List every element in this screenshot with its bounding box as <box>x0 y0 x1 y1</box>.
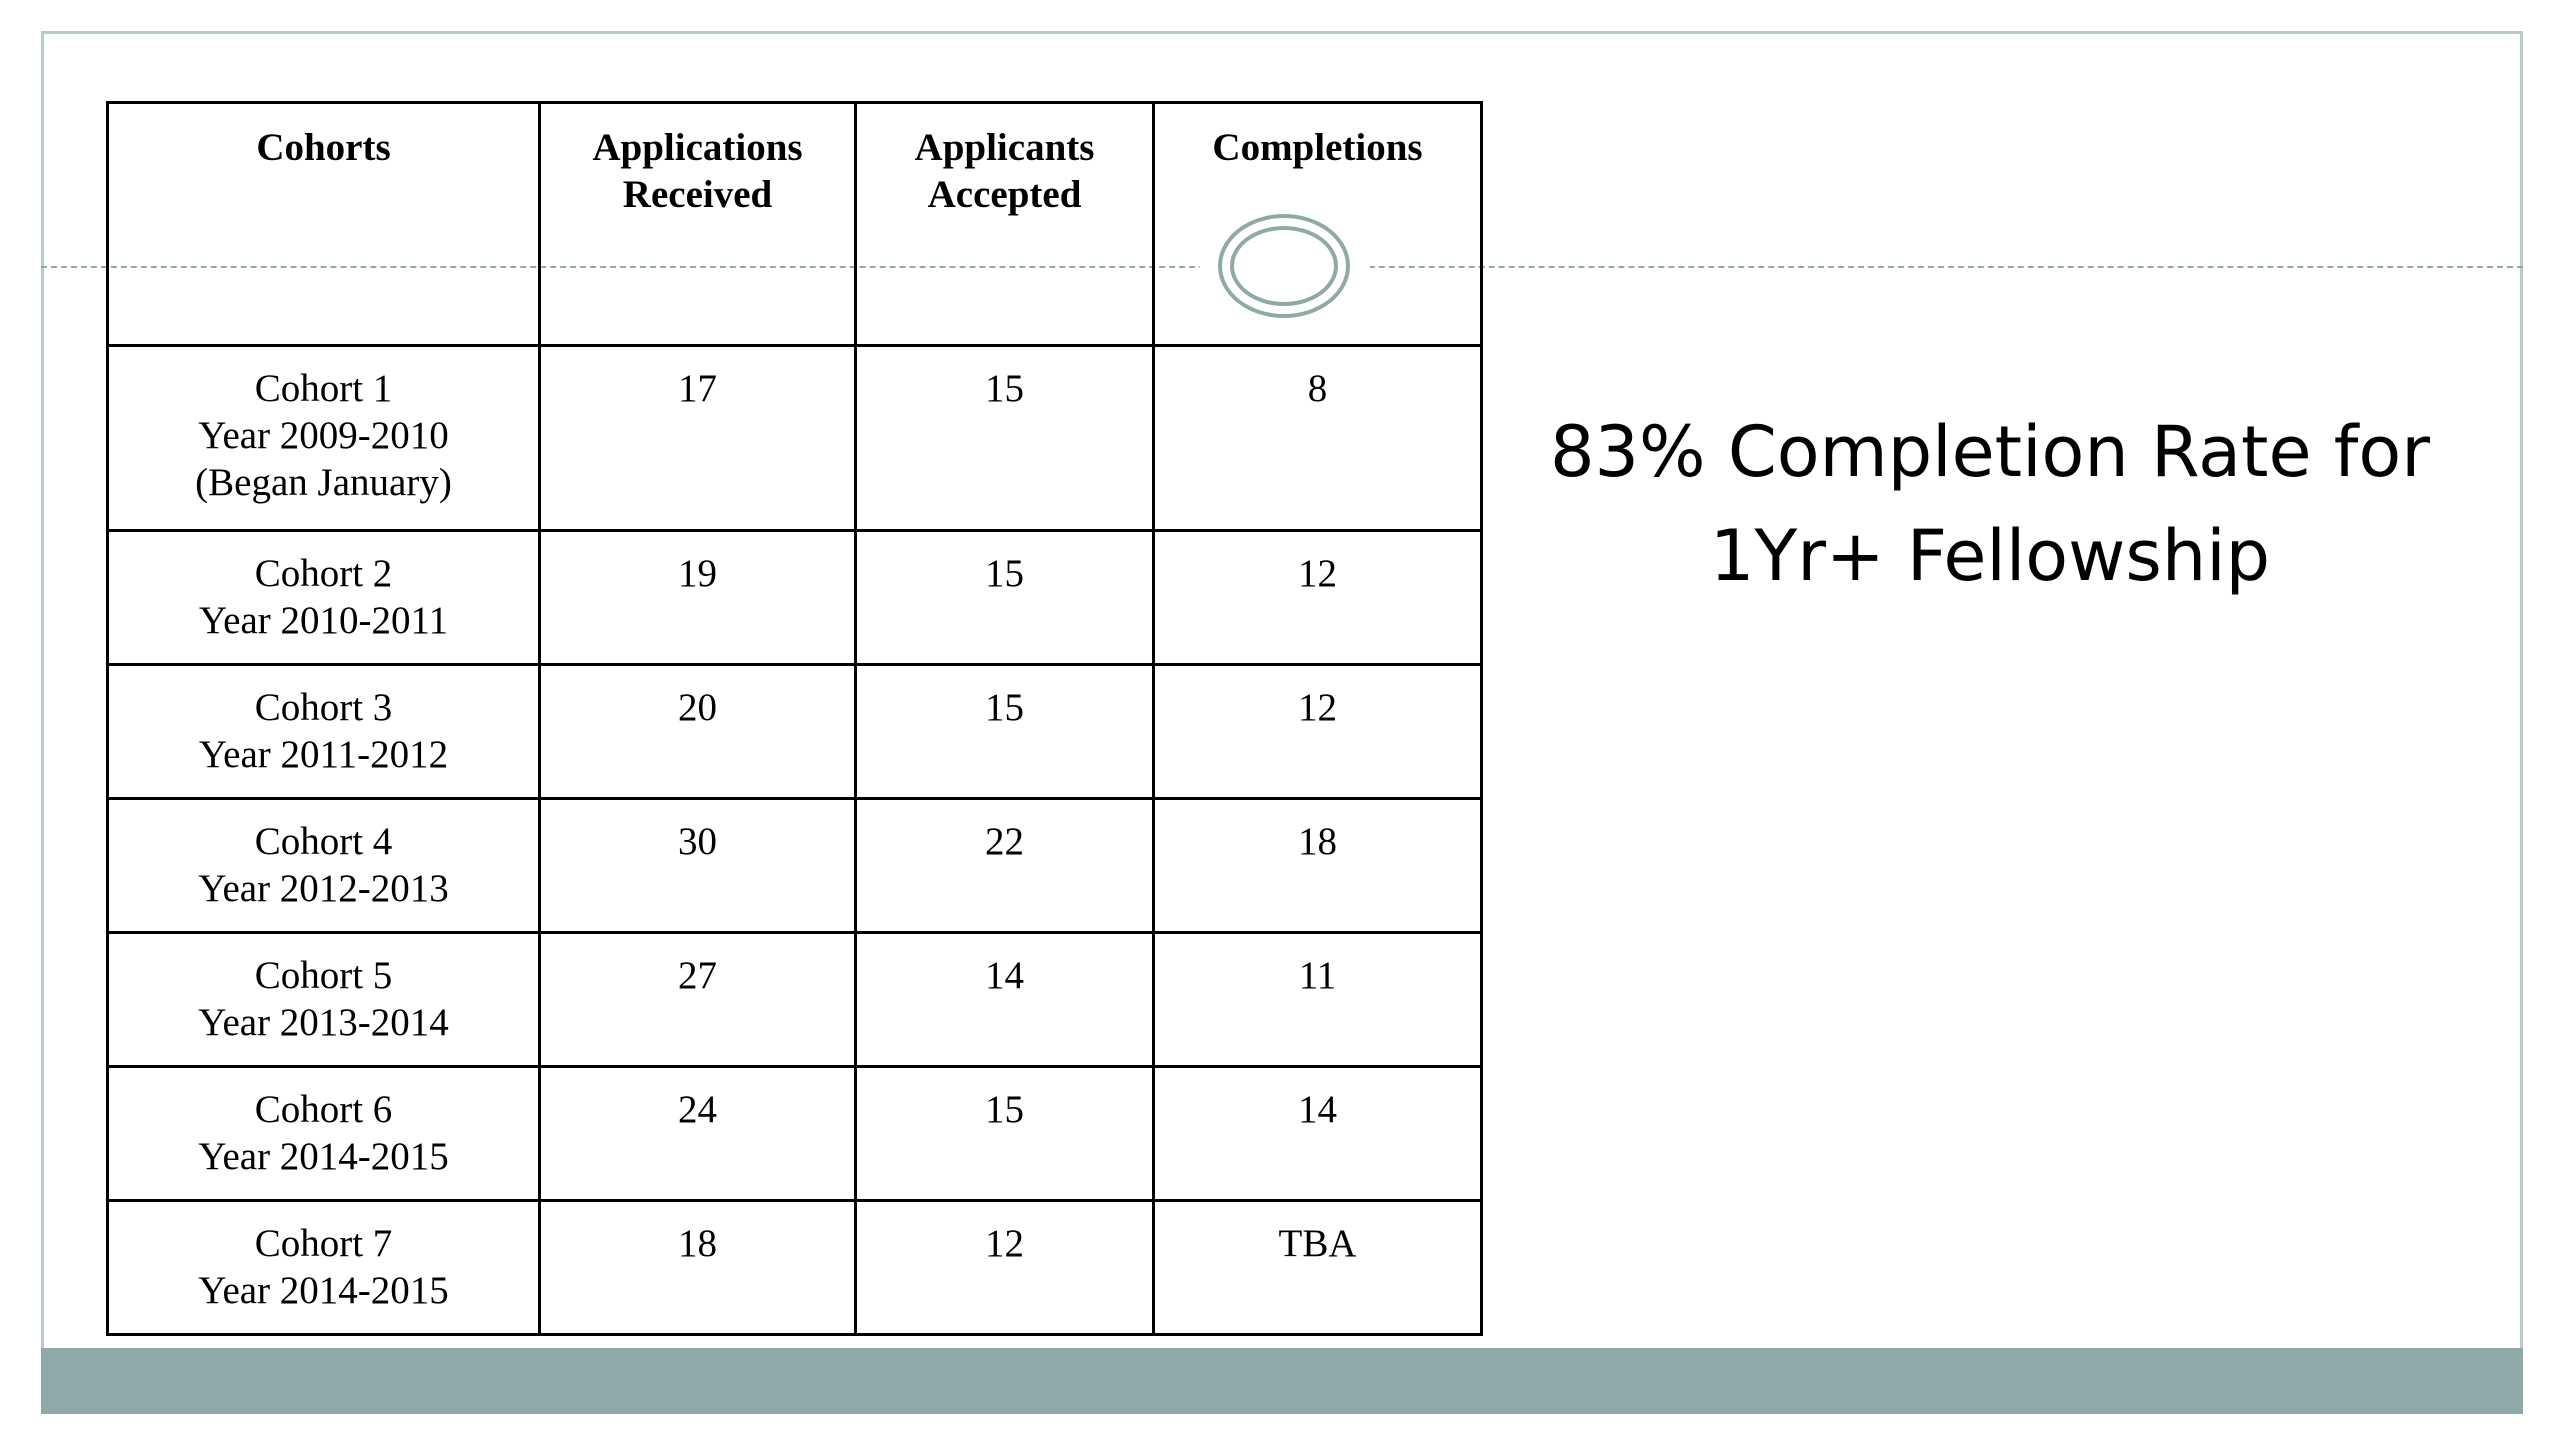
completions-cell: 8 <box>1152 344 1483 532</box>
cohort-cell: Cohort 1 Year 2009-2010 (Began January) <box>106 344 541 532</box>
table-row: Cohort 6 Year 2014-2015 24 15 14 <box>106 1065 1483 1202</box>
completion-rate-headline: 83% Completion Rate for 1Yr+ Fellowship <box>1510 400 2470 608</box>
completions-cell: TBA <box>1152 1199 1483 1336</box>
cohort-name: Cohort 5 <box>254 954 393 997</box>
cohort-year: Year 2014-2015 <box>198 1135 449 1178</box>
table-row: Cohort 4 Year 2012-2013 30 22 18 <box>106 797 1483 934</box>
table-row: Cohort 5 Year 2013-2014 27 14 11 <box>106 931 1483 1068</box>
applicants-accepted-cell: 15 <box>854 663 1155 800</box>
applicants-accepted-cell: 15 <box>854 344 1155 532</box>
cohort-year: Year 2011-2012 <box>198 733 449 776</box>
cohort-name: Cohort 7 <box>254 1222 393 1265</box>
completions-cell: 11 <box>1152 931 1483 1068</box>
cohort-year: Year 2014-2015 <box>198 1269 449 1312</box>
footer-band <box>41 1348 2523 1414</box>
cohort-cell: Cohort 2 Year 2010-2011 <box>106 529 541 666</box>
completions-cell: 14 <box>1152 1065 1483 1202</box>
applications-received-cell: 20 <box>538 663 857 800</box>
cohort-cell: Cohort 7 Year 2014-2015 <box>106 1199 541 1336</box>
completions-cell: 12 <box>1152 529 1483 666</box>
header-cohorts: Cohorts <box>106 101 541 347</box>
header-line: Completions <box>1212 126 1423 169</box>
cohort-note: (Began January) <box>195 461 452 504</box>
completions-cell: 12 <box>1152 663 1483 800</box>
headline-line-2: 1Yr+ Fellowship <box>1709 515 2271 597</box>
applicants-accepted-cell: 15 <box>854 1065 1155 1202</box>
applicants-accepted-cell: 12 <box>854 1199 1155 1336</box>
header-cohorts-line: Cohorts <box>256 126 391 169</box>
table-row: Cohort 1 Year 2009-2010 (Began January) … <box>106 344 1483 532</box>
cohort-cell: Cohort 6 Year 2014-2015 <box>106 1065 541 1202</box>
header-line: Accepted <box>927 173 1082 216</box>
cohort-year: Year 2013-2014 <box>198 1001 449 1044</box>
applications-received-cell: 18 <box>538 1199 857 1336</box>
applications-received-cell: 30 <box>538 797 857 934</box>
header-completions: Completions <box>1152 101 1483 347</box>
applications-received-cell: 24 <box>538 1065 857 1202</box>
header-line: Received <box>622 173 773 216</box>
table-header-row: Cohorts Applications Received Applicants… <box>106 101 1483 347</box>
completions-cell: 18 <box>1152 797 1483 934</box>
cohort-cell: Cohort 3 Year 2011-2012 <box>106 663 541 800</box>
cohort-name: Cohort 3 <box>254 686 393 729</box>
header-applications-received: Applications Received <box>538 101 857 347</box>
header-applicants-accepted: Applicants Accepted <box>854 101 1155 347</box>
cohort-cell: Cohort 5 Year 2013-2014 <box>106 931 541 1068</box>
table-row: Cohort 7 Year 2014-2015 18 12 TBA <box>106 1199 1483 1336</box>
table-row: Cohort 3 Year 2011-2012 20 15 12 <box>106 663 1483 800</box>
cohort-name: Cohort 6 <box>254 1088 393 1131</box>
cohort-year: Year 2010-2011 <box>198 599 449 642</box>
applications-received-cell: 19 <box>538 529 857 666</box>
cohort-year: Year 2009-2010 <box>198 414 449 457</box>
cohort-cell: Cohort 4 Year 2012-2013 <box>106 797 541 934</box>
cohort-name: Cohort 1 <box>254 367 393 410</box>
cohort-table: Cohorts Applications Received Applicants… <box>106 101 1483 1336</box>
applications-received-cell: 27 <box>538 931 857 1068</box>
header-line: Applications <box>592 126 803 169</box>
header-line: Applicants <box>914 126 1095 169</box>
applicants-accepted-cell: 14 <box>854 931 1155 1068</box>
applications-received-cell: 17 <box>538 344 857 532</box>
headline-line-1: 83% Completion Rate for <box>1549 411 2431 493</box>
applicants-accepted-cell: 22 <box>854 797 1155 934</box>
applicants-accepted-cell: 15 <box>854 529 1155 666</box>
cohort-name: Cohort 4 <box>254 820 393 863</box>
cohort-name: Cohort 2 <box>254 552 393 595</box>
table-row: Cohort 2 Year 2010-2011 19 15 12 <box>106 529 1483 666</box>
cohort-year: Year 2012-2013 <box>198 867 449 910</box>
